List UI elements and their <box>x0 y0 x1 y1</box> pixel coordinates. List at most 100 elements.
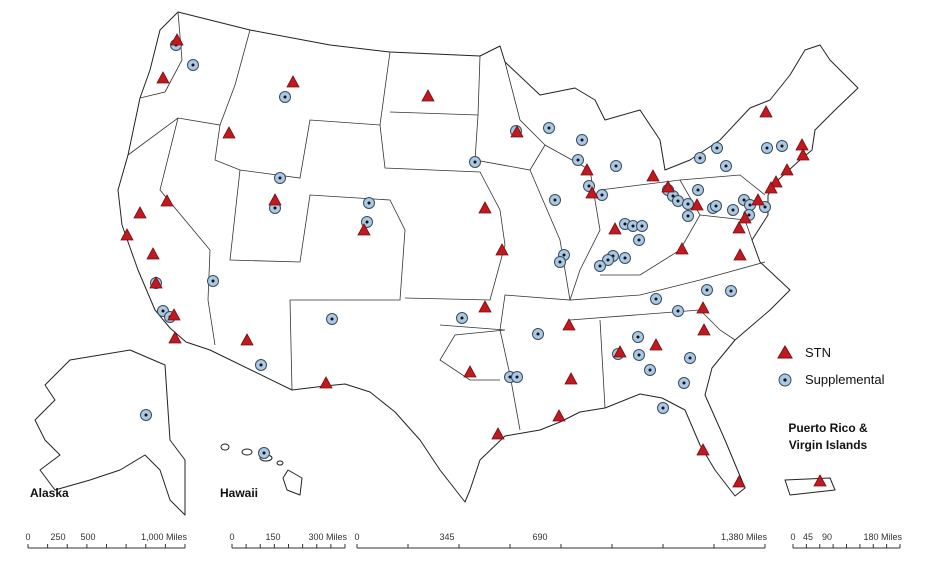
supplemental-dot <box>191 63 195 67</box>
supplemental-dot <box>698 156 702 160</box>
supplemental-dot <box>623 256 627 260</box>
stn-marker <box>649 338 663 351</box>
supplemental-dot <box>259 363 263 367</box>
legend: STN Supplemental <box>777 345 885 387</box>
stn-marker <box>478 300 492 313</box>
supplemental-dot <box>731 208 735 212</box>
stn-marker <box>690 198 704 211</box>
stn-marker <box>240 333 254 346</box>
supplemental-dot <box>262 451 266 455</box>
supplemental-dot <box>558 260 562 264</box>
scale-label: 300 Miles <box>308 532 347 542</box>
supplemental-dot <box>654 297 658 301</box>
supplemental-dot <box>631 224 635 228</box>
scale-bars: 0 250 500 1,000 Miles 0 150 300 Miles 0 345 690 1,… <box>25 532 902 549</box>
us-outline <box>117 11 859 503</box>
stn-marker <box>675 242 689 255</box>
supplemental-dot <box>144 413 148 417</box>
stn-marker <box>796 148 810 161</box>
supplemental-dot <box>553 198 557 202</box>
scale-label: 45 <box>803 532 813 542</box>
supplemental-dot <box>747 213 751 217</box>
scale-label: 250 <box>50 532 65 542</box>
stn-marker <box>661 180 675 193</box>
supplemental-dot <box>576 158 580 162</box>
puerto-rico-label: Puerto Rico & <box>788 421 868 435</box>
stn-marker <box>608 222 622 235</box>
stn-marker <box>319 376 333 389</box>
supplemental-dot <box>715 146 719 150</box>
puerto-rico-label: Virgin Islands <box>789 438 868 452</box>
stn-marker <box>732 475 746 488</box>
hawaii-inset <box>220 443 303 496</box>
scale-label: 0 <box>229 532 234 542</box>
legend-stn-symbol <box>777 345 793 359</box>
stn-marker <box>286 75 300 88</box>
stn-marker <box>738 211 752 224</box>
legend-label: Supplemental <box>805 372 885 387</box>
stn-marker <box>133 206 147 219</box>
stn-marker <box>696 443 710 456</box>
supplemental-dot <box>598 264 602 268</box>
supplemental-dot <box>211 279 215 283</box>
supplemental-dot <box>682 381 686 385</box>
supplemental-dot <box>515 375 519 379</box>
supplemental-dot <box>330 317 334 321</box>
stn-marker <box>167 308 181 321</box>
island <box>241 448 253 456</box>
supplemental-dot <box>636 335 640 339</box>
stn-marker <box>780 163 794 176</box>
scale-label: 0 <box>25 532 30 542</box>
supplemental-dot <box>473 160 477 164</box>
island <box>276 460 284 466</box>
supplemental-dot <box>671 194 675 198</box>
stn-marker <box>613 345 627 358</box>
stn-marker <box>552 409 566 422</box>
supplemental-dot <box>661 406 665 410</box>
stn-marker <box>764 181 778 194</box>
supplemental-dot <box>714 204 718 208</box>
scale-label: 500 <box>80 532 95 542</box>
stn-marker <box>813 474 827 487</box>
stn-marker <box>421 89 435 102</box>
scale-label: 1,000 Miles <box>141 532 188 542</box>
supplemental-dot <box>460 316 464 320</box>
stn-marker <box>222 126 236 139</box>
scale-label: 90 <box>822 532 832 542</box>
supplemental-dot <box>508 375 512 379</box>
alaska-outline <box>34 349 186 516</box>
stn-marker <box>732 221 746 234</box>
supplemental-dot <box>696 188 700 192</box>
supplemental-dot <box>748 203 752 207</box>
stn-marker <box>564 372 578 385</box>
stn-marker <box>759 105 773 118</box>
supplemental-dot <box>742 198 746 202</box>
stn-marker <box>357 223 371 236</box>
supplemental-dot <box>365 220 369 224</box>
stn-marker <box>495 243 509 256</box>
scale-label: 690 <box>532 532 547 542</box>
stn-marker <box>170 33 184 46</box>
stn-marker <box>696 301 710 314</box>
stn-marker <box>585 186 599 199</box>
supplemental-dot <box>637 238 641 242</box>
supplemental-dot <box>648 368 652 372</box>
stn-marker <box>268 193 282 206</box>
stn-marker <box>697 323 711 336</box>
supplemental-dot <box>640 224 644 228</box>
alaska-label: Alaska <box>30 486 69 500</box>
legend-supplemental-dot <box>783 378 787 382</box>
stn-marker <box>491 427 505 440</box>
supplemental-dot <box>623 222 627 226</box>
lower-48 <box>117 11 859 503</box>
supplemental-dot <box>705 288 709 292</box>
supplemental-dot <box>600 193 604 197</box>
supplemental-dot <box>686 202 690 206</box>
supplemental-dot <box>580 138 584 142</box>
island <box>282 469 303 496</box>
supplemental-dot <box>763 205 767 209</box>
supplemental-dot <box>614 164 618 168</box>
supplemental-dot <box>688 356 692 360</box>
supplemental-dot <box>765 146 769 150</box>
